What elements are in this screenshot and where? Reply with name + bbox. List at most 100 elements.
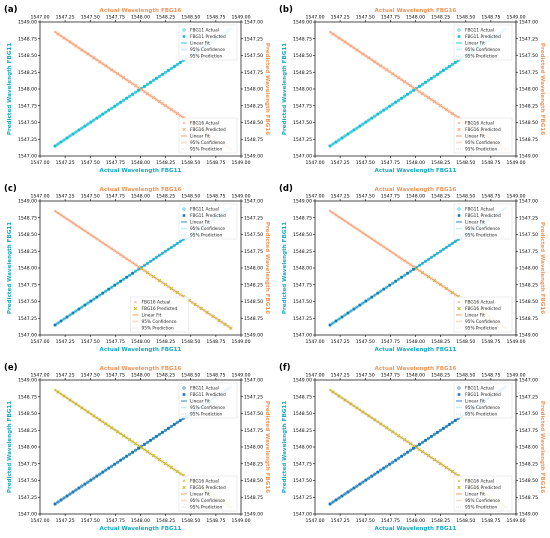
panel-a-ytick-right-label: 1548.75 <box>244 137 263 143</box>
panel-e-fbg16-predicted-point <box>127 438 132 442</box>
panel-e-xtick-bottom-label: 1548.50 <box>181 518 200 524</box>
panel-f-fbg16-actual-point <box>418 448 421 451</box>
panel-c-ytick-left-label: 1548.25 <box>18 249 37 255</box>
panel-e-fbg11-predicted-point <box>137 447 140 450</box>
panel-d-fbg16-actual-point <box>400 257 403 261</box>
panel-b-fbg16-predicted-point <box>432 99 437 104</box>
panel-b-fbg16-predicted-point <box>384 68 389 72</box>
panel-d-fbg16-actual-point <box>397 255 400 259</box>
panel-e-fbg16-actual-point <box>107 424 111 428</box>
panel-f-fbg16-actual-point <box>358 408 362 412</box>
panel-a-fbg11-predicted-point <box>119 100 122 104</box>
panel-d-fbg11-legend-label: Linear Fit <box>465 220 485 226</box>
panel-b-fbg11-predicted-point <box>358 124 362 128</box>
panel-f-xtick-bottom-label: 1547.25 <box>331 518 350 524</box>
panel-c-fbg11-actual-point <box>116 281 120 285</box>
panel-f-fbg11-legend-label: 95% Confidence <box>465 405 500 411</box>
panel-e-xtick-top-label: 1547.25 <box>56 373 75 379</box>
panel-c-fbg16-actual-point <box>172 289 176 292</box>
panel-a-fbg11-actual-point <box>122 98 126 102</box>
panel-f-fbg16-predicted-point <box>444 465 449 470</box>
panel-d-xtick-top-label: 1548.00 <box>406 194 425 200</box>
panel-d-ytick-right-label: 1547.25 <box>519 215 538 221</box>
panel-d-fbg16-actual-point <box>391 251 394 255</box>
panel-c-fbg16-predicted-point <box>157 278 162 283</box>
panel-f-fbg16-predicted-point <box>408 441 413 446</box>
panel-a-xtick-bottom-label: 1547.75 <box>106 160 125 166</box>
panel-f-fbg16-predicted-point <box>367 414 371 418</box>
panel-d-fbg16-predicted-point <box>420 270 425 275</box>
panel-b-fbg16-actual-point <box>418 90 421 93</box>
panel-a-fbg16-actual-point <box>65 38 69 42</box>
panel-e-fbg16-legend-box <box>178 475 238 512</box>
panel-a-fbg16-actual-point <box>95 58 99 62</box>
panel-f-ytick-left-label: 1548.00 <box>293 445 312 451</box>
panel-f-fbg16-legend-box <box>453 475 513 512</box>
panel-c-fbg16-actual-point <box>89 233 93 237</box>
panel-c-fbg16-predicted-point <box>199 306 203 311</box>
panel-d-fbg16-actual-point <box>352 225 356 229</box>
panel-d-fbg16-legend-swatch <box>457 306 461 311</box>
panel-c-fbg11-actual-point <box>56 321 60 325</box>
panel-e-xtick-bottom-label: 1547.50 <box>81 518 100 524</box>
panel-c-fbg11-predicted-point <box>119 279 122 283</box>
panel-d-fbg16-actual-point <box>406 261 409 265</box>
panel-c-ytick-left-label: 1547.75 <box>18 282 37 288</box>
panel-c-fbg16-actual-point <box>226 325 230 328</box>
panel-e-fbg16-predicted-point <box>98 418 102 422</box>
panel-e-fbg11-actual-point <box>175 420 179 424</box>
panel-c-fbg11-actual-point <box>148 259 152 263</box>
panel-c-fbg11-legend-label: 95% Confidence <box>190 226 225 232</box>
panel-d-fbg11-predicted-point <box>382 287 386 291</box>
panel-d-fbg16-actual-point <box>394 253 397 257</box>
panel-e-fbg16-actual-point <box>77 404 81 408</box>
panel-f-fbg16-predicted-point <box>361 410 365 414</box>
panel-d-fbg11-legend-label: 95% Confidence <box>465 226 500 232</box>
panel-c-fbg11-actual-point <box>86 301 90 305</box>
panel-c-xtick-top-label: 1548.00 <box>131 194 150 200</box>
panel-a-fbg11-predicted-point <box>107 108 111 112</box>
panel-e-xtick-bottom-label: 1547.25 <box>56 518 75 524</box>
panel-b-fbg16-legend-swatch <box>457 121 461 125</box>
panel-b-fbg11-actual-point <box>355 126 359 130</box>
panel-e-fbg16-actual-point <box>89 412 93 416</box>
panel-d-fbg11-predicted-point <box>358 303 362 307</box>
panel-e-fbg16-predicted-point <box>133 441 138 446</box>
panel-c-xtick-top-label: 1548.50 <box>181 194 200 200</box>
panel-d-ytick-left-label: 1547.50 <box>293 299 312 305</box>
panel-f-ytick-right-label: 1548.50 <box>519 478 538 484</box>
panel-a-fbg11-actual-point <box>80 126 84 130</box>
panel-f-fbg16-actual-point <box>447 468 451 471</box>
panel-f-fbg16-actual-point <box>328 388 332 392</box>
panel-e-fbg16-actual-point <box>53 388 57 392</box>
panel-c-fbg16-predicted-point <box>229 326 233 331</box>
panel-a-fbg16-actual-point <box>83 50 87 54</box>
panel-e-fbg16-legend-swatch <box>182 479 186 483</box>
panel-e-fbg11-predicted-point <box>125 454 128 458</box>
panel-a-fbg16-actual-point <box>172 110 176 113</box>
panel-d-fbg11-predicted-point <box>370 295 374 299</box>
panel-a-ytick-right-label: 1548.00 <box>244 87 263 93</box>
panel-c-fbg16-actual-point <box>119 253 122 257</box>
panel-d-fbg16-actual-point <box>430 277 433 280</box>
panel-e-ytick-right-label: 1547.75 <box>244 428 263 434</box>
panel-a-fbg11-actual-point <box>104 110 108 114</box>
panel-a-xtick-top-label: 1548.50 <box>181 15 200 21</box>
panel-b-ylabel-left: Predicted Wavelength FBG11 <box>282 43 288 135</box>
panel-a-fbg11-predicted-point <box>137 89 140 92</box>
panel-b-ytick-right-label: 1548.00 <box>519 87 538 93</box>
panel-e-xtick-bottom-label: 1548.75 <box>206 518 225 524</box>
panel-a-fbg16-predicted-point <box>127 80 132 84</box>
panel-b-fbg11-legend-box <box>453 24 513 61</box>
panel-e-fbg11-predicted-point <box>161 431 164 434</box>
panel-f-fbg11-predicted-point <box>412 447 415 450</box>
panel-e-xtick-top-label: 1547.50 <box>81 373 100 379</box>
panel-d-fbg11-actual-point <box>397 277 401 281</box>
panel-c-fbg16-legend-label: Linear Fit <box>142 313 162 319</box>
panel-f-xtick-bottom-label: 1549.00 <box>507 518 526 524</box>
panel-e-fbg11-predicted-point <box>53 502 57 506</box>
panel-e-fbg11-actual-point <box>163 428 167 432</box>
panel-e-fbg16-actual-point <box>167 464 170 467</box>
panel-c-fbg16-actual-point <box>220 321 224 324</box>
panel-c-ytick-right-label: 1548.00 <box>244 266 263 272</box>
